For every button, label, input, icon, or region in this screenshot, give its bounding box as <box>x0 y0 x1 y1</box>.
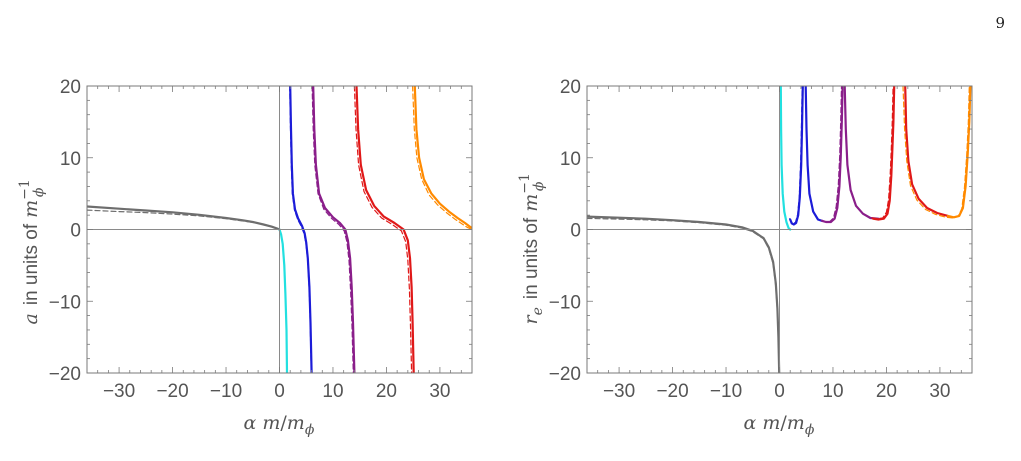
left-ylabel-sub: ϕ <box>31 187 47 197</box>
right-series-purple-solid-6 <box>821 86 844 224</box>
left-ylabel-text: in units of <box>21 223 42 305</box>
right-series-red-dashed-10 <box>871 86 894 220</box>
right-ylabel-text: in units of <box>521 217 542 299</box>
left-x-tick-label: 20 <box>376 381 397 402</box>
left-series-red-solid-7 <box>355 86 415 373</box>
right-series-orange-dashed-13 <box>902 86 970 219</box>
left-y-tick-label: 10 <box>60 149 81 170</box>
right-series-cyan-solid-2 <box>779 86 792 231</box>
right-xlabel-phi-sub: ϕ <box>805 422 815 438</box>
left-series-gray-solid-0 <box>87 205 281 231</box>
right-y-tick-label: −10 <box>549 292 581 313</box>
left-y-tick-label: −10 <box>49 292 81 313</box>
right-xlabel-mphi: m <box>787 412 805 434</box>
left-series-purple-solid-5 <box>312 86 356 373</box>
left-ylabel-a: a <box>20 313 42 324</box>
right-ylabel-m: m <box>520 194 542 212</box>
left-ticks <box>86 85 473 374</box>
left-series-gray-dashed-1 <box>87 209 281 231</box>
left-series-orange-dashed-10 <box>412 86 472 231</box>
left-x-tick-label: 0 <box>274 381 285 402</box>
right-xlabel-slash: / <box>780 412 787 434</box>
right-series-orange-solid-12 <box>946 86 972 219</box>
left-xlabel-m: m <box>262 412 280 434</box>
right-tick-labels: −30 −20 −10 0 10 20 30 −20 −10 0 10 20 <box>549 77 951 402</box>
right-series-purple-solid-8 <box>843 86 880 220</box>
right-ylabel-r: r <box>520 314 542 325</box>
left-xlabel-slash: / <box>280 412 287 434</box>
left-x-tick-label: 30 <box>429 381 450 402</box>
right-series-layer <box>587 86 972 373</box>
left-x-tick-label: 10 <box>322 381 343 402</box>
left-y-tick-label: 0 <box>70 221 81 242</box>
right-x-tick-label: 0 <box>774 381 785 402</box>
right-ylabel-e-sub: e <box>530 307 546 315</box>
left-y-axis-label: a in units of m−1ϕ <box>17 179 47 324</box>
right-xlabel-m: m <box>762 412 780 434</box>
right-series-red-solid-9 <box>872 86 896 221</box>
left-series-layer <box>87 86 472 373</box>
right-x-tick-label: 30 <box>929 381 950 402</box>
left-y-tick-label: −20 <box>49 364 81 385</box>
right-series-gray-solid-0 <box>587 215 781 373</box>
left-xlabel-mphi: m <box>287 412 305 434</box>
left-tick-labels: −30 −20 −10 0 10 20 30 −20 −10 0 10 20 <box>49 77 451 402</box>
right-y-axis-label: re in units of m−1ϕ <box>517 173 547 324</box>
right-y-tick-label: 0 <box>570 221 581 242</box>
left-series-red-dashed-8 <box>353 86 413 373</box>
right-x-tick-label: −10 <box>710 381 742 402</box>
left-x-tick-label: −20 <box>156 381 188 402</box>
left-x-axis-label: α m/mϕ <box>244 412 315 438</box>
right-series-red-solid-11 <box>904 86 949 217</box>
right-ylabel-sub: ϕ <box>531 181 547 191</box>
left-y-tick-label: 20 <box>60 77 81 98</box>
right-series-blue-dashed-4 <box>789 86 803 225</box>
left-x-tick-label: −30 <box>103 381 135 402</box>
right-series-blue-solid-3 <box>789 86 804 226</box>
right-x-tick-label: −30 <box>603 381 635 402</box>
right-ylabel-sup: −1 <box>517 173 533 194</box>
page-number: 9 <box>995 14 1005 32</box>
right-x-tick-label: −20 <box>656 381 688 402</box>
right-x-tick-label: 10 <box>822 381 843 402</box>
left-ylabel-m: m <box>20 200 42 218</box>
left-series-orange-solid-9 <box>413 86 472 230</box>
right-series-purple-dashed-7 <box>820 86 843 223</box>
right-y-tick-label: 20 <box>560 77 581 98</box>
left-series-blue-dashed-4 <box>289 86 312 373</box>
right-series-gray-dashed-1 <box>587 217 780 373</box>
right-ticks <box>586 85 973 374</box>
right-y-tick-label: 10 <box>560 149 581 170</box>
left-series-cyan-solid-2 <box>278 228 289 373</box>
left-series-purple-dashed-6 <box>311 86 354 373</box>
left-xlabel-alpha: α <box>244 412 257 434</box>
right-xlabel-alpha: α <box>744 412 757 434</box>
right-y-tick-label: −20 <box>549 364 581 385</box>
left-x-tick-label: −10 <box>210 381 242 402</box>
right-series-blue-solid-5 <box>804 86 824 222</box>
left-ylabel-sup: −1 <box>17 179 33 200</box>
left-xlabel-phi-sub: ϕ <box>305 422 315 438</box>
right-x-axis-label: α m/mϕ <box>744 412 815 438</box>
right-x-tick-label: 20 <box>876 381 897 402</box>
